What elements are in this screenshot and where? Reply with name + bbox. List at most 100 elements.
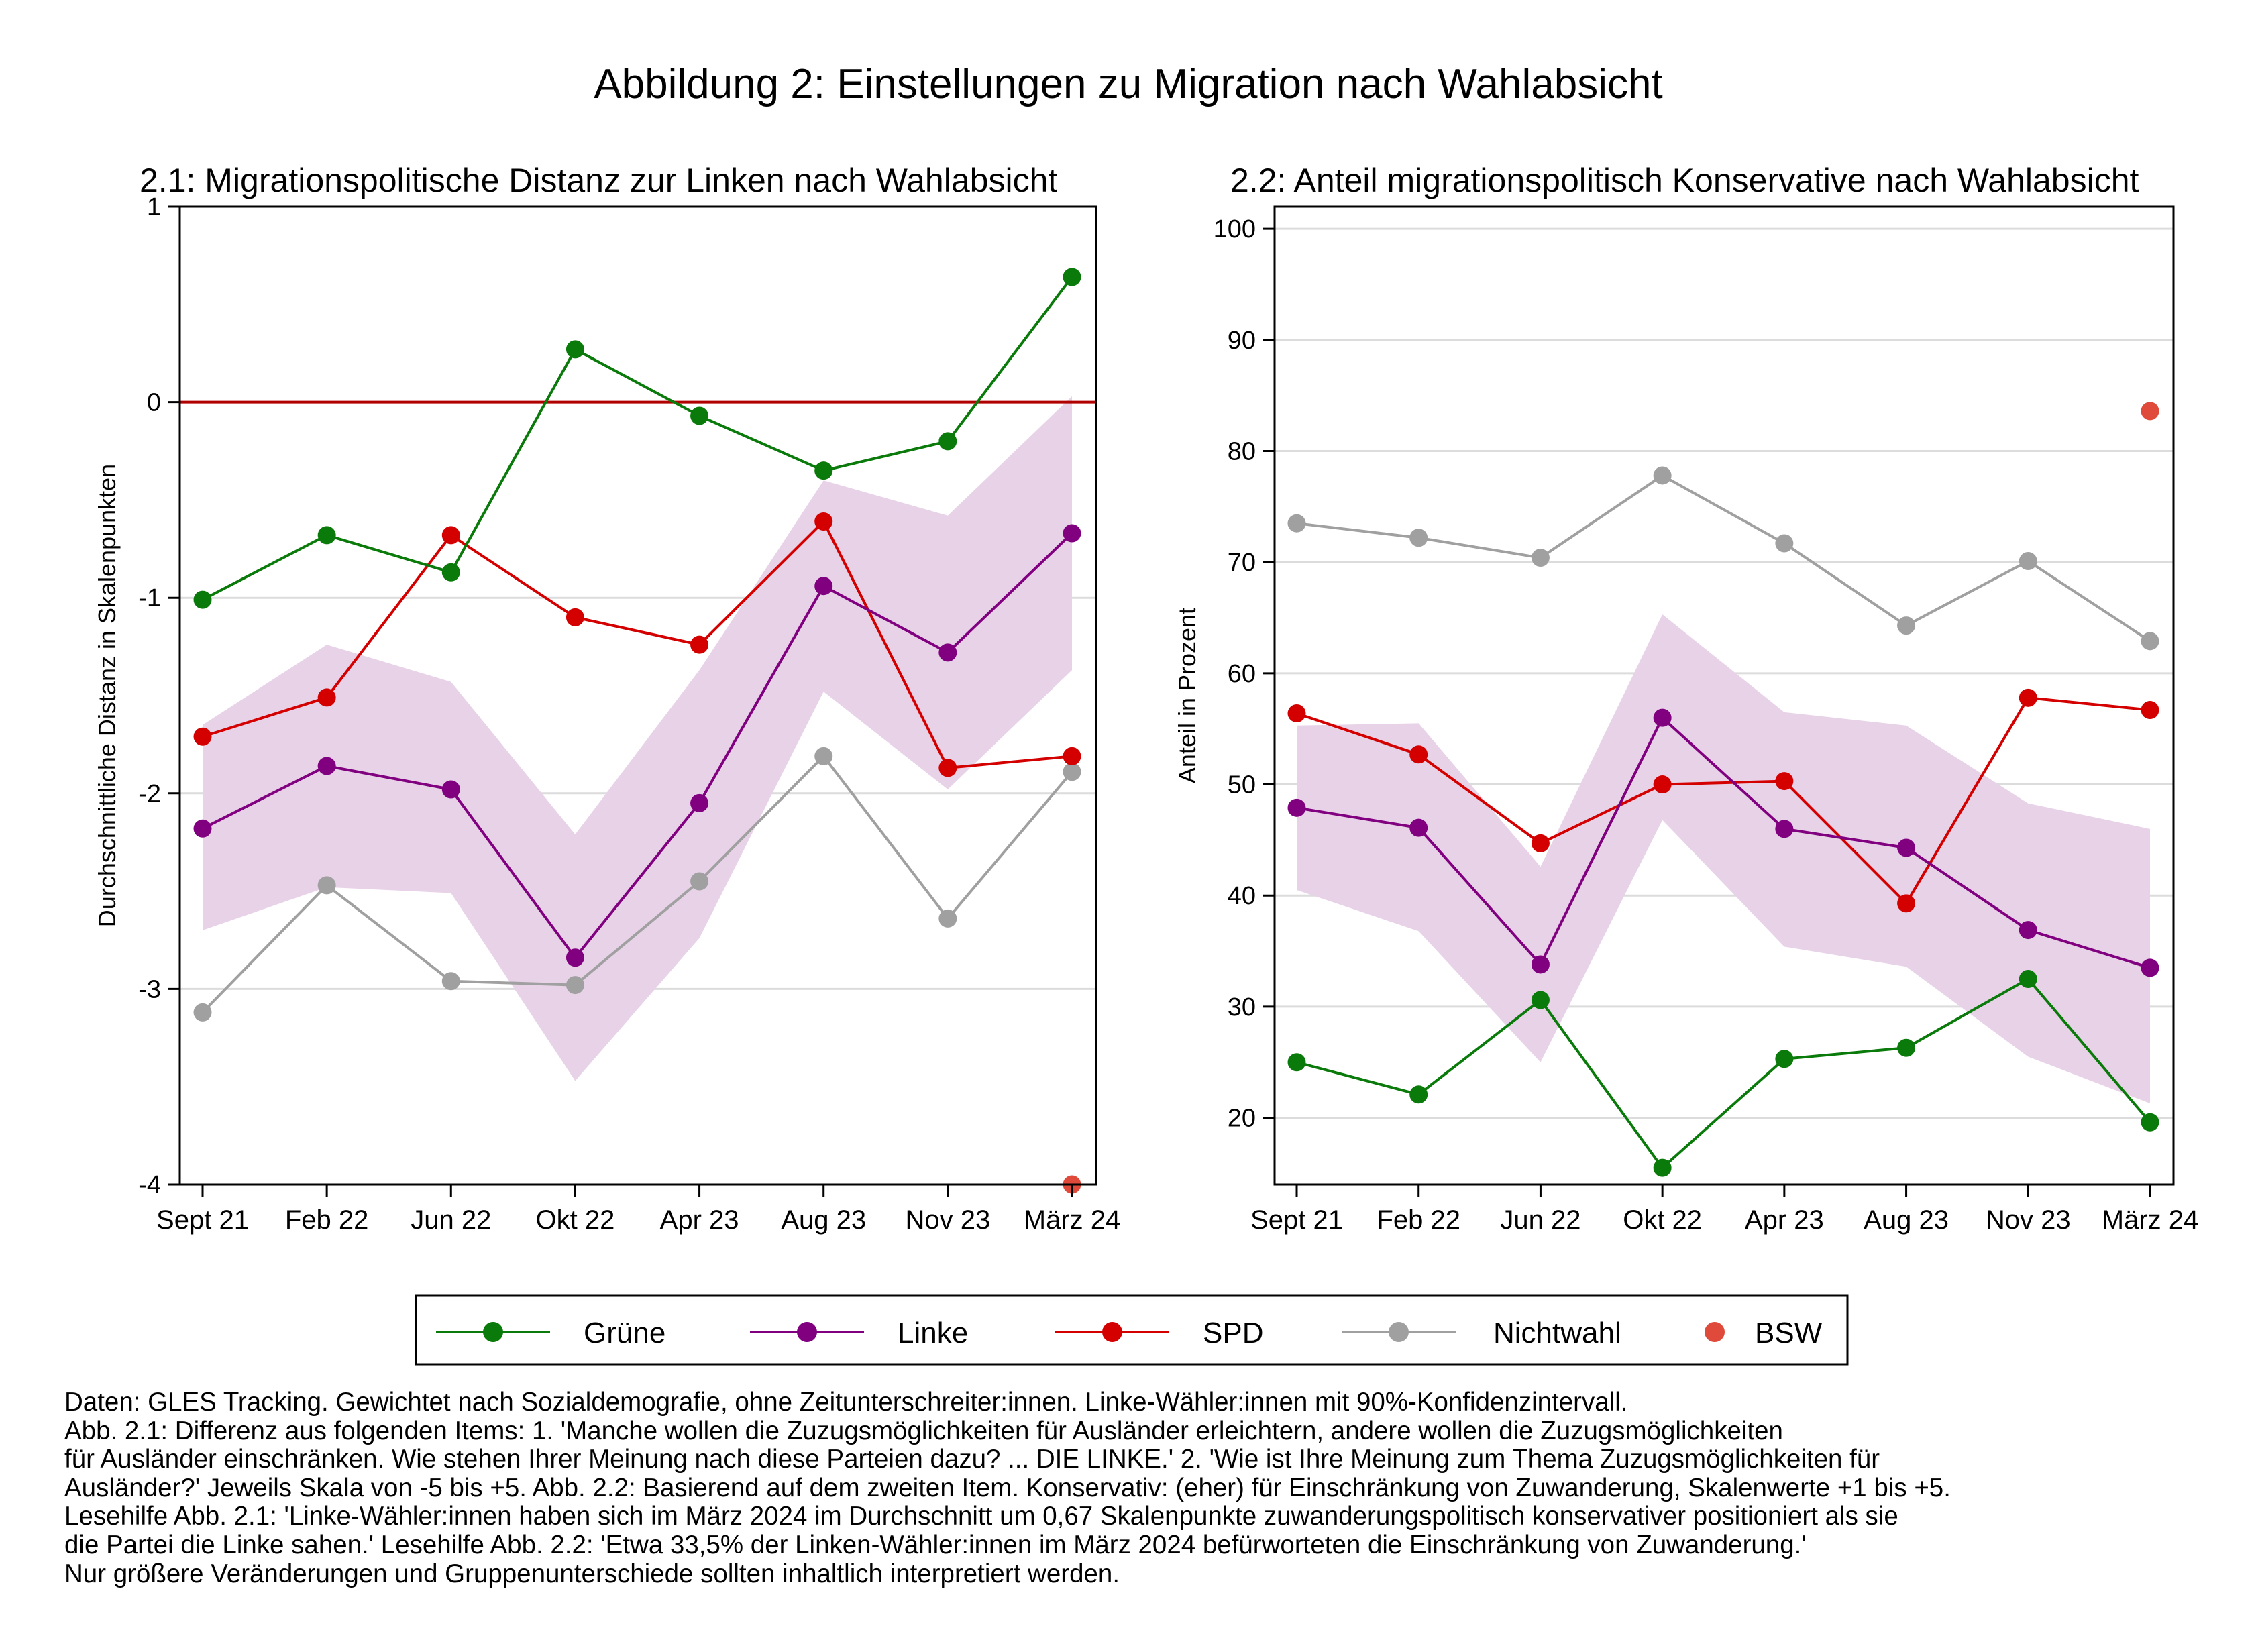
data-point-nichtwahl	[2141, 632, 2159, 651]
data-point-nichtwahl	[1063, 763, 1081, 781]
footnote-line: Ausländer?' Jeweils Skala von -5 bis +5.…	[64, 1473, 1951, 1502]
data-point-gruene	[1775, 1050, 1794, 1068]
legend-frame	[415, 1294, 1849, 1366]
data-point-nichtwahl	[1409, 529, 1428, 547]
data-point-nichtwahl	[566, 976, 584, 995]
series-line-nichtwahl	[201, 755, 1073, 1013]
data-point-nichtwahl	[317, 876, 336, 895]
data-point-nichtwahl	[193, 1003, 212, 1022]
footnotes: Daten: GLES Tracking. Gewichtet nach Soz…	[64, 1388, 2198, 1588]
series-line-spd	[1296, 696, 2151, 905]
panel-distance-chart: 2.1: Migrationspolitische Distanz zur Li…	[93, 162, 1120, 1235]
data-point-gruene	[1063, 268, 1081, 286]
y-tick-label: 20	[1228, 1105, 1256, 1133]
x-tick-label: Okt 22	[536, 1205, 615, 1235]
footnote-line: Nur größere Veränderungen und Gruppenunt…	[64, 1559, 1120, 1588]
x-tick-label: Jun 22	[411, 1205, 491, 1235]
data-point-linke	[690, 793, 709, 812]
data-point-gruene	[690, 406, 709, 425]
y-tick-label: 50	[1228, 771, 1256, 800]
legend-label: Grüne	[584, 1317, 665, 1350]
data-point-gruene	[1287, 1053, 1306, 1072]
y-tick-label: 0	[147, 389, 161, 417]
data-point-nichtwahl	[1775, 534, 1794, 553]
data-point-nichtwahl	[1653, 466, 1672, 485]
data-point-gruene	[938, 432, 957, 451]
x-tick-label: Aug 23	[781, 1205, 866, 1235]
y-tick-label: 1	[147, 193, 161, 221]
panel-title: 2.1: Migrationspolitische Distanz zur Li…	[140, 162, 1057, 199]
y-axis-title: Anteil in Prozent	[1173, 608, 1201, 783]
data-point-spd	[1897, 894, 1916, 913]
footnote-line: Daten: GLES Tracking. Gewichtet nach Soz…	[64, 1388, 1628, 1417]
data-point-spd	[441, 526, 460, 545]
x-tick-label: Sept 21	[156, 1205, 249, 1235]
data-point-spd	[2019, 688, 2037, 707]
data-point-linke	[1409, 818, 1428, 837]
legend-label: Nichtwahl	[1493, 1317, 1621, 1350]
figure-title: Abbildung 2: Einstellungen zu Migration …	[594, 61, 1662, 107]
y-tick-label: -1	[138, 584, 161, 612]
data-point-gruene	[2141, 1113, 2159, 1132]
data-point-linke	[317, 757, 336, 775]
data-point-linke	[814, 577, 833, 596]
y-tick-label: 70	[1228, 549, 1256, 577]
footnote-line: für Ausländer einschränken. Wie stehen I…	[64, 1445, 1880, 1474]
legend-label: SPD	[1203, 1317, 1263, 1350]
data-point-linke	[1063, 524, 1081, 543]
x-tick-label: Nov 23	[1986, 1205, 2071, 1235]
y-tick-label: 90	[1228, 327, 1256, 355]
x-tick-label: Feb 22	[285, 1205, 369, 1235]
legend-marker	[483, 1322, 503, 1342]
data-point-nichtwahl	[1531, 549, 1550, 567]
legend-marker	[797, 1322, 817, 1342]
data-point-spd	[317, 688, 336, 707]
data-point-linke	[2019, 921, 2037, 940]
y-tick-label: 30	[1228, 993, 1256, 1022]
y-tick-label: 80	[1228, 438, 1256, 466]
series-line-gruene	[202, 276, 1073, 601]
data-point-linke	[1775, 820, 1794, 838]
x-tick-label: Nov 23	[905, 1205, 990, 1235]
x-tick-label: März 24	[2102, 1205, 2199, 1235]
data-point-spd	[1409, 745, 1428, 764]
y-tick-label: -4	[138, 1171, 161, 1199]
data-point-gruene	[2019, 969, 2037, 988]
y-tick-label: -3	[138, 975, 161, 1003]
x-tick-label: Sept 21	[1250, 1205, 1343, 1235]
y-tick-label: 40	[1228, 882, 1256, 910]
data-point-spd	[566, 608, 584, 626]
data-point-spd	[193, 727, 212, 746]
data-point-linke	[1897, 838, 1916, 857]
x-tick-label: Apr 23	[1745, 1205, 1824, 1235]
series-line-gruene	[1296, 977, 2151, 1170]
data-point-linke	[1653, 708, 1672, 727]
data-point-nichtwahl	[814, 747, 833, 765]
data-point-gruene	[441, 563, 460, 582]
data-point-nichtwahl	[1287, 514, 1306, 533]
plot-frame	[178, 205, 1097, 1186]
data-point-spd	[814, 512, 833, 531]
legend-marker	[1705, 1322, 1725, 1342]
data-point-gruene	[1653, 1158, 1672, 1177]
panel-share-chart: 2.2: Anteil migrationspolitisch Konserva…	[1173, 162, 2198, 1235]
data-point-linke	[441, 780, 460, 799]
series-line-nichtwahl	[1296, 474, 2151, 643]
data-point-spd	[938, 759, 957, 777]
data-point-spd	[690, 635, 709, 654]
x-tick-label: März 24	[1024, 1205, 1121, 1235]
data-point-gruene	[1531, 991, 1550, 1009]
data-point-linke	[938, 643, 957, 662]
series-line-linke	[1296, 716, 2151, 969]
data-point-spd	[1531, 834, 1550, 852]
y-tick-label: 100	[1214, 215, 1256, 243]
data-point-nichtwahl	[2019, 552, 2037, 571]
data-point-gruene	[1897, 1038, 1916, 1057]
linke-confidence-band	[203, 396, 1072, 1081]
series-line-linke	[202, 532, 1073, 959]
x-tick-label: Jun 22	[1500, 1205, 1580, 1235]
data-point-spd	[1063, 747, 1081, 765]
data-point-gruene	[566, 340, 584, 359]
legend-marker	[1102, 1322, 1122, 1342]
